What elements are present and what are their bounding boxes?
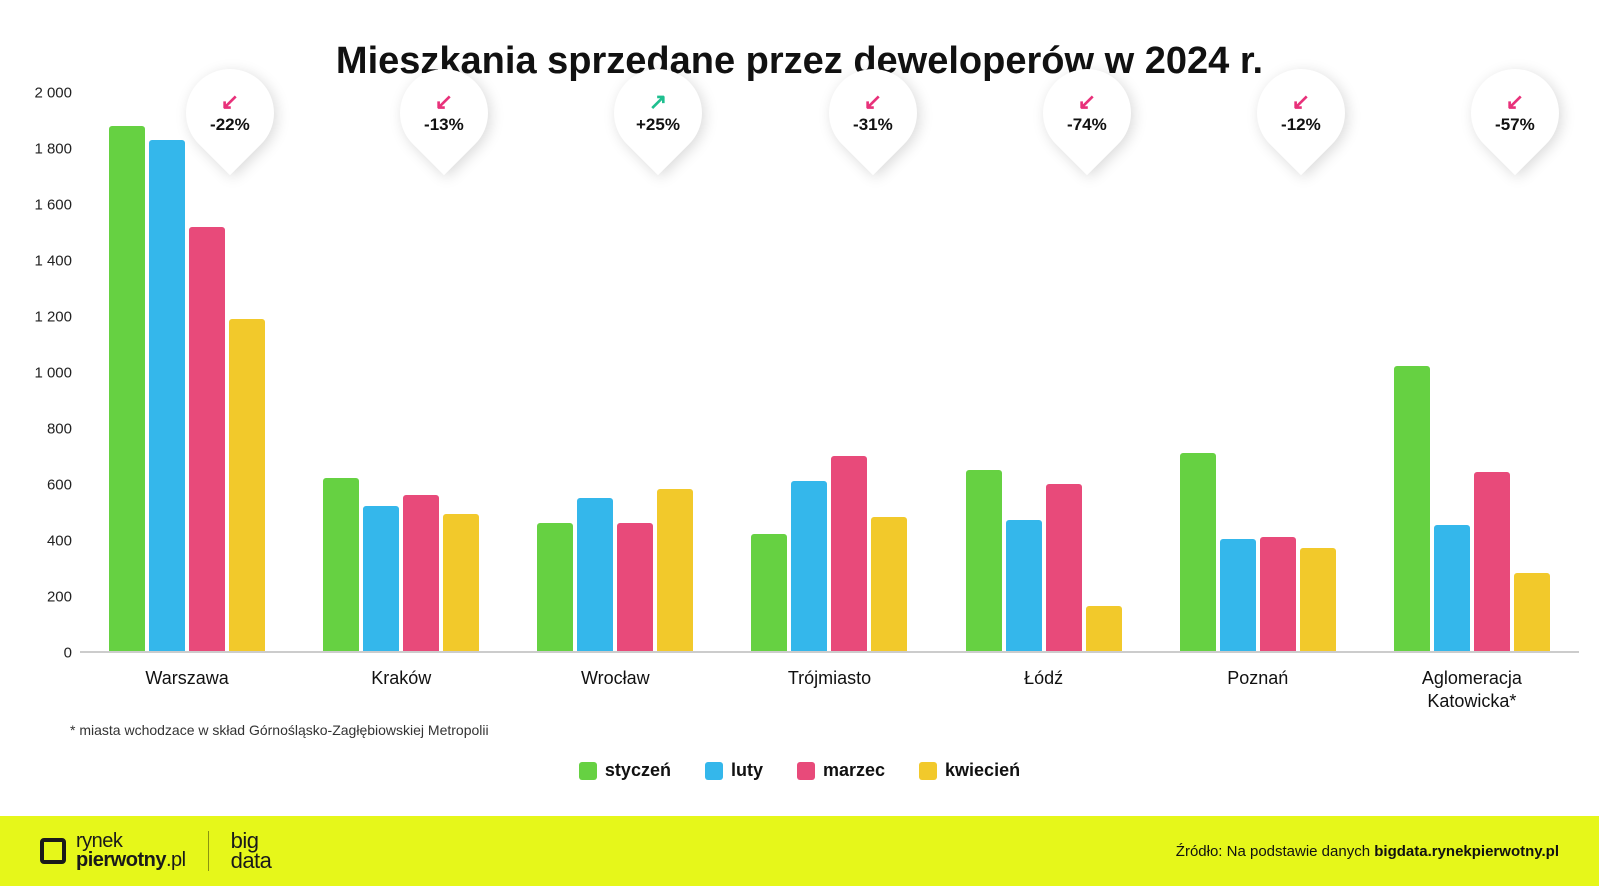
x-label: Łódź	[937, 653, 1151, 712]
legend-swatch	[705, 762, 723, 780]
bar	[229, 319, 265, 651]
legend-swatch	[919, 762, 937, 780]
bar	[751, 534, 787, 651]
legend-label: kwiecień	[945, 760, 1020, 781]
bar-group: ↙ -74%	[937, 93, 1151, 651]
bar	[831, 456, 867, 651]
bar	[1006, 520, 1042, 651]
footnote: * miasta wchodzace w skład Górnośląsko-Z…	[70, 722, 1599, 738]
y-tick: 1 600	[34, 197, 72, 214]
x-label: AglomeracjaKatowicka*	[1365, 653, 1579, 712]
y-tick: 1 800	[34, 141, 72, 158]
bar	[323, 478, 359, 651]
x-label: Kraków	[294, 653, 508, 712]
bar	[1434, 525, 1470, 651]
arrow-down-icon: ↙	[1281, 91, 1321, 113]
bar	[1474, 472, 1510, 651]
y-tick: 400	[47, 533, 72, 550]
bar	[189, 227, 225, 651]
y-tick: 800	[47, 421, 72, 438]
bar	[617, 523, 653, 651]
y-tick: 200	[47, 589, 72, 606]
change-value: -31%	[853, 115, 893, 134]
y-tick: 0	[64, 645, 72, 662]
brand-text: rynek pierwotny.pl	[76, 832, 186, 870]
y-tick: 1 000	[34, 365, 72, 382]
bar	[1514, 573, 1550, 651]
bar	[1180, 453, 1216, 651]
plot-area: ↙ -22% ↙ -13% ↗ +25% ↙ -31% ↙ -74% ↙ -12% ↙ -57%	[80, 93, 1579, 653]
change-value: -74%	[1067, 115, 1107, 134]
brand-logo-bigdata: big data	[231, 831, 272, 871]
change-value: +25%	[636, 115, 680, 134]
bar	[1260, 537, 1296, 651]
y-tick: 1 400	[34, 253, 72, 270]
arrow-up-icon: ↗	[636, 91, 680, 113]
legend-swatch	[579, 762, 597, 780]
brand2-line2: data	[231, 851, 272, 871]
arrow-down-icon: ↙	[424, 91, 464, 113]
brand-square-icon	[40, 838, 66, 864]
bar	[791, 481, 827, 651]
source-text: Źródło: Na podstawie danych bigdata.ryne…	[1176, 843, 1559, 860]
legend-item: luty	[705, 760, 763, 781]
bar	[443, 514, 479, 651]
change-value: -22%	[210, 115, 250, 134]
change-value: -12%	[1281, 115, 1321, 134]
bar	[109, 126, 145, 651]
footer: rynek pierwotny.pl big data Źródło: Na p…	[0, 816, 1599, 886]
bar	[657, 489, 693, 651]
brand-separator	[208, 831, 209, 871]
y-tick: 600	[47, 477, 72, 494]
arrow-down-icon: ↙	[853, 91, 893, 113]
bar	[1300, 548, 1336, 651]
bar-group: ↙ -31%	[722, 93, 936, 651]
bar-group: ↙ -12%	[1151, 93, 1365, 651]
bar	[149, 140, 185, 651]
chart-area: 02004006008001 0001 2001 4001 6001 8002 …	[10, 93, 1579, 653]
bar	[966, 470, 1002, 651]
bar	[1220, 539, 1256, 651]
x-label: Wrocław	[508, 653, 722, 712]
legend-item: kwiecień	[919, 760, 1020, 781]
arrow-down-icon: ↙	[1067, 91, 1107, 113]
x-label: Poznań	[1151, 653, 1365, 712]
legend-label: marzec	[823, 760, 885, 781]
x-axis-labels: WarszawaKrakówWrocławTrójmiastoŁódźPozna…	[80, 653, 1579, 712]
legend-label: styczeń	[605, 760, 671, 781]
bar-group: ↗ +25%	[508, 93, 722, 651]
arrow-down-icon: ↙	[1495, 91, 1535, 113]
legend: styczeń luty marzec kwiecień	[0, 760, 1599, 781]
y-tick: 2 000	[34, 85, 72, 102]
brand-line2: pierwotny.pl	[76, 851, 186, 870]
bar	[537, 523, 573, 651]
legend-item: styczeń	[579, 760, 671, 781]
x-label: Trójmiasto	[722, 653, 936, 712]
bar	[403, 495, 439, 651]
legend-swatch	[797, 762, 815, 780]
brand-block: rynek pierwotny.pl big data	[40, 831, 271, 871]
arrow-down-icon: ↙	[210, 91, 250, 113]
bar	[1394, 366, 1430, 651]
bar	[577, 498, 613, 651]
y-axis: 02004006008001 0001 2001 4001 6001 8002 …	[10, 93, 80, 653]
legend-label: luty	[731, 760, 763, 781]
bar	[1086, 606, 1122, 651]
bar	[1046, 484, 1082, 651]
bar	[871, 517, 907, 651]
brand-logo-rynek: rynek pierwotny.pl	[40, 832, 186, 870]
bar-group: ↙ -57%	[1365, 93, 1579, 651]
change-value: -13%	[424, 115, 464, 134]
bar-group: ↙ -13%	[294, 93, 508, 651]
legend-item: marzec	[797, 760, 885, 781]
x-label: Warszawa	[80, 653, 294, 712]
bar	[363, 506, 399, 651]
bar-group: ↙ -22%	[80, 93, 294, 651]
y-tick: 1 200	[34, 309, 72, 326]
change-value: -57%	[1495, 115, 1535, 134]
